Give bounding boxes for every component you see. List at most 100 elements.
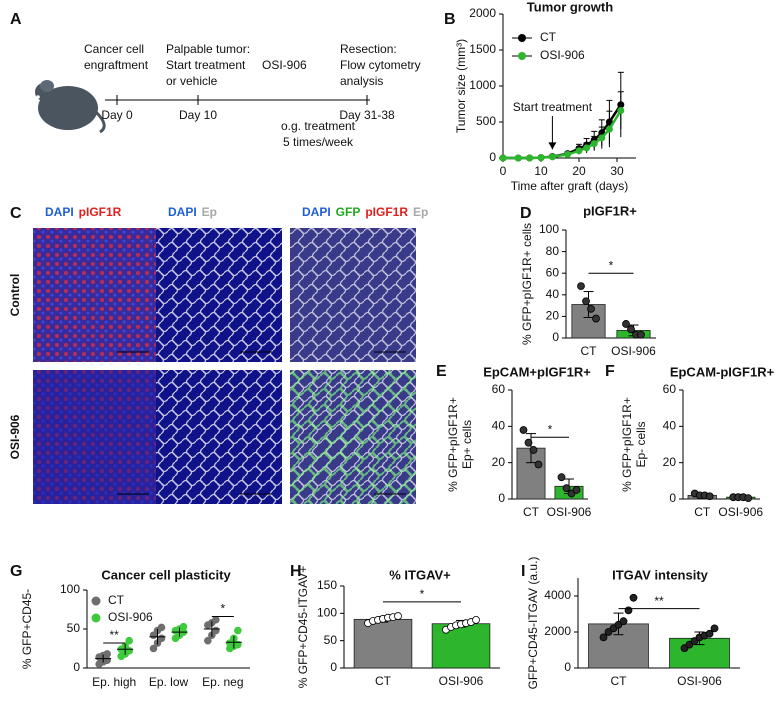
y-tick-label: 20 bbox=[663, 455, 677, 469]
data-point bbox=[529, 446, 538, 454]
mouse-icon bbox=[35, 80, 106, 134]
annotation: Start treatment bbox=[513, 100, 593, 114]
x-tick-label: OSI-906 bbox=[547, 505, 592, 519]
y-tick-label: 100 bbox=[60, 582, 80, 596]
y-tick-label: 60 bbox=[492, 382, 506, 396]
x-tick-label: 0 bbox=[500, 164, 507, 178]
data-point bbox=[592, 314, 600, 323]
micrograph-texture bbox=[156, 370, 282, 504]
data-point bbox=[617, 106, 625, 114]
event-text: Palpable tumor: bbox=[166, 42, 250, 56]
y-axis-label: % GFP+CD45- bbox=[20, 589, 34, 669]
x-tick-label: OSI-906 bbox=[718, 505, 763, 519]
y-tick-label: 0 bbox=[552, 330, 559, 344]
data-point bbox=[149, 644, 158, 653]
x-tick-label: 10 bbox=[534, 164, 548, 178]
y-axis-label: % GFP+pIGF1R+ bbox=[620, 397, 634, 492]
event-text: analysis bbox=[340, 74, 383, 88]
stain-header: DAPI Ep bbox=[168, 205, 217, 219]
x-tick-label: OSI-906 bbox=[677, 674, 722, 688]
data-point bbox=[710, 624, 719, 633]
data-point bbox=[234, 626, 242, 635]
y-tick-label: 2000 bbox=[469, 6, 496, 20]
event-text: Start treatment bbox=[166, 58, 246, 72]
y-tick-label: 500 bbox=[476, 114, 496, 128]
x-tick-label: OSI-906 bbox=[611, 344, 656, 358]
legend-marker bbox=[518, 52, 526, 60]
y-tick-label: 0 bbox=[489, 150, 496, 164]
bar bbox=[353, 618, 413, 669]
panel-label: E bbox=[436, 363, 447, 380]
data-point bbox=[157, 623, 166, 632]
data-point bbox=[212, 615, 220, 624]
note-text: o.g. treatment bbox=[281, 119, 356, 133]
event-text: Cancer cell bbox=[84, 42, 144, 56]
panel-label: C bbox=[10, 205, 22, 222]
y-tick-label: 40 bbox=[663, 419, 677, 433]
day-label: Day 31-38 bbox=[339, 108, 395, 122]
x-tick-label: OSI-906 bbox=[439, 674, 484, 688]
day-label: Day 0 bbox=[101, 108, 133, 122]
data-point bbox=[499, 154, 507, 162]
chart-title: ITGAV intensity bbox=[612, 567, 709, 582]
legend-label: OSI-906 bbox=[108, 610, 153, 624]
bar bbox=[431, 623, 491, 669]
stain-name: DAPI bbox=[45, 205, 74, 219]
chart-title: Tumor growth bbox=[527, 0, 613, 14]
x-axis-label: Time after graft (days) bbox=[511, 179, 629, 193]
data-point bbox=[534, 460, 543, 469]
legend-marker bbox=[518, 34, 526, 42]
data-point bbox=[103, 650, 111, 658]
data-point bbox=[548, 153, 556, 161]
note-text: 5 times/week bbox=[283, 135, 354, 149]
data-point bbox=[204, 636, 212, 645]
data-point bbox=[583, 144, 591, 152]
data-point bbox=[524, 438, 533, 447]
y-tick-label: 100 bbox=[539, 222, 559, 236]
chart-title: pIGF1R+ bbox=[583, 203, 637, 218]
y-tick-label: 40 bbox=[546, 287, 560, 301]
data-point bbox=[605, 125, 613, 133]
arrow-head bbox=[548, 142, 557, 150]
y-tick-label: 0 bbox=[498, 491, 505, 505]
y-tick-label: 20 bbox=[492, 455, 506, 469]
stain-name: DAPI bbox=[302, 205, 331, 219]
chart-title: EpCAM+pIGF1R+ bbox=[483, 364, 591, 379]
data-point bbox=[537, 154, 545, 162]
x-tick-label: CT bbox=[611, 674, 628, 688]
legend-marker bbox=[91, 613, 101, 623]
significance-label: ** bbox=[654, 594, 664, 608]
y-axis-label: % GFP+pIGF1R+ bbox=[446, 397, 460, 492]
y-tick-label: 4000 bbox=[544, 588, 571, 602]
micrograph-dim bbox=[33, 370, 159, 504]
micrograph-texture bbox=[156, 228, 282, 362]
data-point bbox=[590, 140, 598, 148]
data-point bbox=[562, 484, 571, 493]
y-tick-label: 150 bbox=[317, 578, 337, 592]
y-tick-label: 60 bbox=[546, 265, 560, 279]
legend-marker bbox=[91, 596, 101, 606]
chart-title: % ITGAV+ bbox=[389, 567, 451, 582]
data-point bbox=[526, 154, 534, 162]
data-point bbox=[179, 622, 188, 631]
stain-name: Ep bbox=[413, 205, 428, 219]
y-tick-label: 60 bbox=[663, 382, 677, 396]
significance-label: * bbox=[548, 422, 553, 436]
panel-label: G bbox=[10, 563, 22, 580]
drug-label: OSI-906 bbox=[262, 58, 307, 72]
x-tick-label: 30 bbox=[610, 164, 624, 178]
data-point bbox=[519, 426, 528, 434]
day-label: Day 10 bbox=[179, 108, 217, 122]
x-tick-label: Ep. low bbox=[149, 675, 189, 689]
event-text: Flow cytometry bbox=[340, 58, 421, 72]
stain-header: DAPI GFP pIGF1R Ep bbox=[302, 205, 428, 219]
legend-label: CT bbox=[540, 30, 557, 44]
x-tick-label: 20 bbox=[572, 164, 586, 178]
x-tick-label: CT bbox=[375, 674, 392, 688]
data-point bbox=[394, 612, 402, 620]
y-tick-label: 0 bbox=[564, 660, 571, 674]
data-point bbox=[629, 593, 638, 602]
micrograph-texture bbox=[290, 228, 416, 362]
data-point bbox=[627, 325, 635, 334]
